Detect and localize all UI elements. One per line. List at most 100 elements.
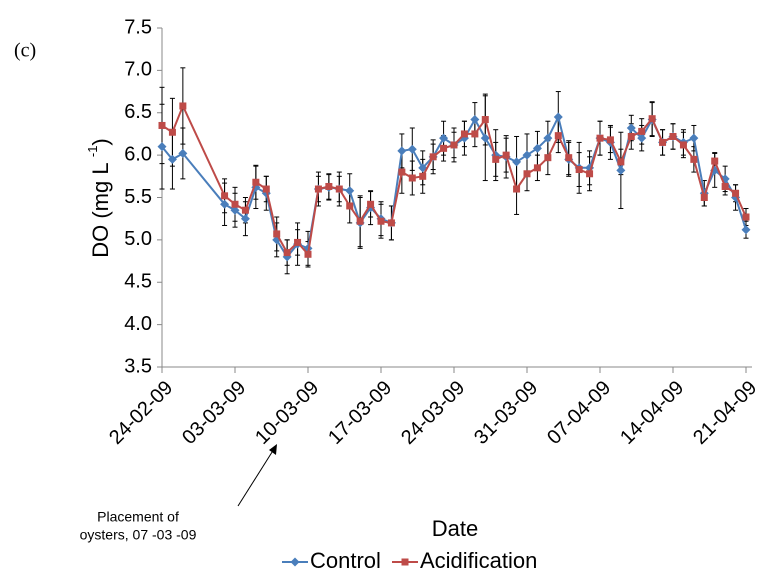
data-point <box>346 202 354 210</box>
data-point <box>627 132 635 140</box>
y-tick-label: 5.5 <box>124 186 152 208</box>
y-tick-label: 3.5 <box>124 355 152 377</box>
data-point <box>439 133 449 143</box>
data-point <box>669 132 677 140</box>
data-point <box>638 127 646 135</box>
data-point <box>230 205 240 215</box>
annotation-line: Placement of <box>97 509 179 525</box>
data-point <box>513 185 521 193</box>
data-point <box>492 155 500 163</box>
data-point <box>282 252 292 262</box>
data-point <box>471 130 479 138</box>
data-point <box>178 148 188 158</box>
data-point <box>262 185 270 193</box>
y-tick-label: 4.0 <box>124 313 152 335</box>
data-point <box>637 133 647 143</box>
data-point <box>533 164 541 172</box>
data-point <box>283 249 291 257</box>
y-tick-label: 6.5 <box>124 101 152 123</box>
panel-label: (c) <box>14 40 36 62</box>
data-point <box>512 157 522 167</box>
legend-label: Control <box>310 548 381 573</box>
data-point <box>460 130 468 138</box>
data-point <box>532 143 542 153</box>
y-tick-label: 4.5 <box>124 271 152 293</box>
data-point <box>575 166 583 174</box>
y-title-end: ) <box>88 138 113 145</box>
data-point <box>741 225 751 235</box>
data-point <box>679 141 687 149</box>
data-point <box>252 178 260 186</box>
x-tick-label: 31-03-09 <box>470 377 542 449</box>
annotation-line: oysters, 07 -03 -09 <box>80 527 197 543</box>
data-point <box>565 154 573 162</box>
data-point <box>407 144 417 154</box>
annotation-arrow <box>237 448 275 507</box>
data-point <box>502 151 510 159</box>
data-point <box>367 200 375 208</box>
data-point <box>241 206 249 214</box>
data-point <box>480 133 490 143</box>
data-point <box>398 168 406 176</box>
y-title-sup: -1 <box>85 146 100 158</box>
arrow-head <box>269 444 277 455</box>
data-point <box>377 217 385 225</box>
data-point <box>408 174 416 182</box>
x-tick-label: 24-02-09 <box>105 377 177 449</box>
data-point <box>157 142 167 152</box>
y-axis-title: DO (mg L -1) <box>85 138 112 258</box>
data-point <box>544 154 552 162</box>
data-point <box>240 214 250 224</box>
data-point <box>543 133 553 143</box>
data-point <box>711 157 719 165</box>
data-point <box>742 213 750 221</box>
x-tick-label: 17-03-09 <box>324 377 396 449</box>
data-point <box>179 102 187 110</box>
x-tick-label: 03-03-09 <box>178 377 250 449</box>
data-point <box>470 115 480 125</box>
data-point <box>522 150 532 160</box>
data-point <box>626 123 636 133</box>
data-point <box>689 133 699 143</box>
data-point <box>721 182 729 190</box>
legend-label: Acidification <box>420 548 537 573</box>
data-point <box>387 219 395 227</box>
data-point <box>554 132 562 140</box>
x-axis-title: Date <box>432 516 478 541</box>
y-tick-label: 7.5 <box>124 16 152 38</box>
data-point <box>450 141 458 149</box>
x-tick-label: 10-03-09 <box>251 377 323 449</box>
x-tick-label: 14-04-09 <box>616 377 688 449</box>
data-point <box>168 128 176 136</box>
x-tick-label: 07-04-09 <box>543 377 615 449</box>
data-point <box>700 194 708 201</box>
y-tick-label: 5.0 <box>124 228 152 250</box>
data-point <box>648 115 656 123</box>
data-point <box>617 158 625 166</box>
data-point <box>345 186 355 196</box>
data-point <box>659 138 667 146</box>
data-point <box>606 136 614 144</box>
data-point <box>221 192 229 200</box>
data-point <box>429 153 437 161</box>
data-point <box>325 182 333 190</box>
data-point <box>304 250 312 258</box>
x-tick-label: 24-03-09 <box>397 377 469 449</box>
data-point <box>440 144 448 152</box>
data-point <box>220 199 230 209</box>
data-point <box>356 217 364 225</box>
data-point <box>586 170 594 178</box>
y-tick-label: 7.0 <box>124 59 152 81</box>
data-point <box>690 155 698 163</box>
y-tick-label: 6.0 <box>124 143 152 165</box>
y-title-text: DO (mg L <box>88 157 113 258</box>
data-point <box>553 112 563 122</box>
data-point <box>732 189 740 197</box>
data-point <box>273 230 281 238</box>
data-point <box>335 185 343 193</box>
legend-marker <box>401 558 409 566</box>
legend-marker <box>290 557 300 567</box>
data-point <box>167 154 177 164</box>
data-point <box>419 172 427 180</box>
